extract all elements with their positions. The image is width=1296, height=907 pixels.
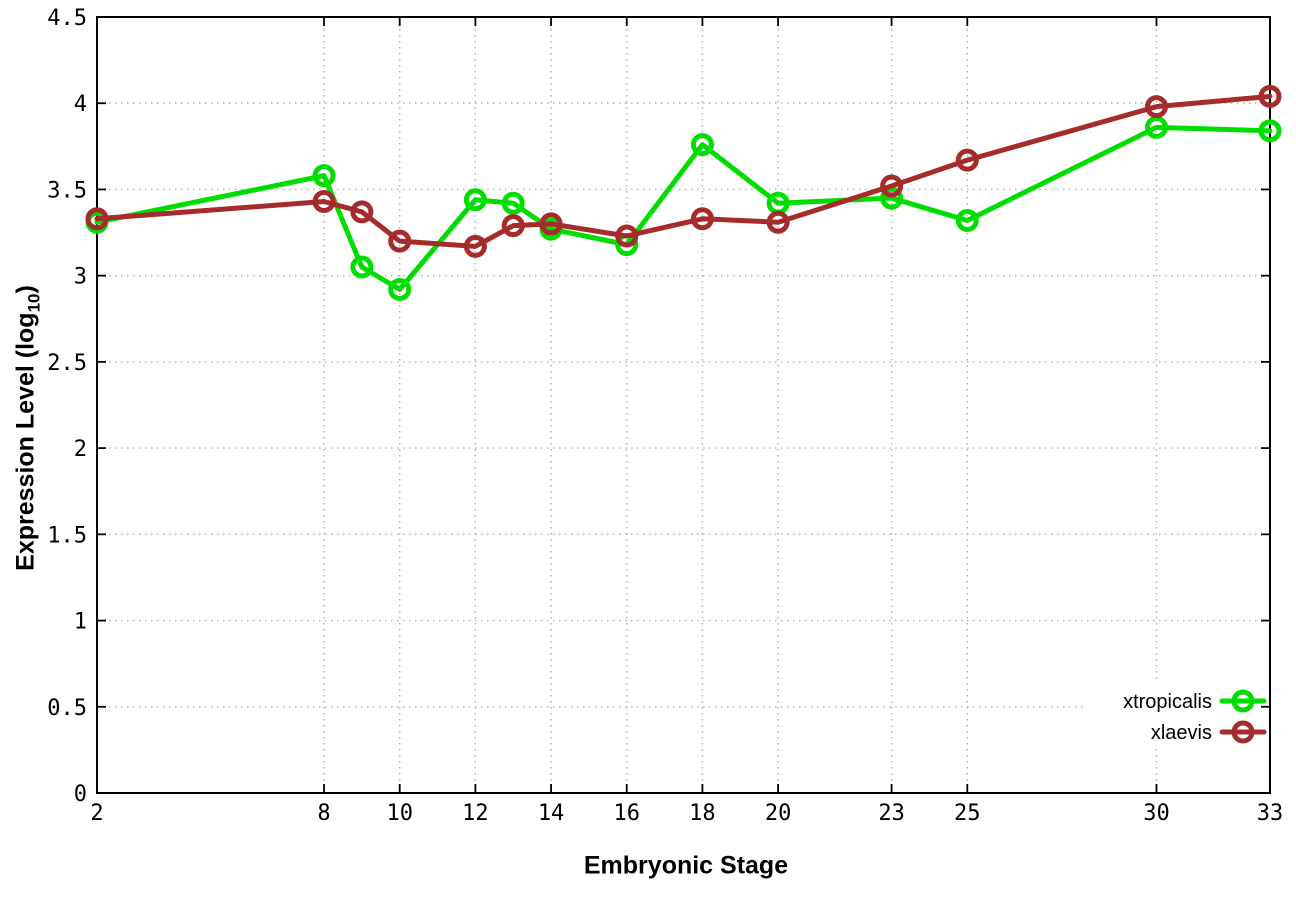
y-tick-label: 2 — [74, 437, 87, 462]
y-tick-label: 4 — [74, 92, 87, 117]
data-point-xlaevis — [350, 200, 374, 224]
data-point-xlaevis — [501, 214, 525, 238]
data-point-xlaevis — [615, 224, 639, 248]
y-tick-label: 1 — [74, 610, 87, 635]
data-point-xlaevis — [539, 212, 563, 236]
legend-sample-marker-xlaevis — [1231, 720, 1255, 744]
x-tick-label: 16 — [613, 801, 640, 826]
x-tick-label: 33 — [1257, 801, 1284, 826]
y-tick-label: 2.5 — [47, 351, 87, 376]
data-point-xtropicalis — [1144, 115, 1168, 139]
y-axis-title: Expression Level (log10) — [12, 285, 45, 571]
x-tick-label: 30 — [1143, 801, 1170, 826]
data-point-xtropicalis — [501, 191, 525, 215]
x-tick-label: 25 — [954, 801, 981, 826]
x-tick-label: 14 — [538, 801, 565, 826]
data-point-xtropicalis — [690, 133, 714, 157]
x-tick-label: 8 — [317, 801, 330, 826]
y-axis-title-suffix: ) — [11, 285, 40, 294]
legend-sample-marker-xtropicalis — [1231, 689, 1255, 713]
y-tick-label: 1.5 — [47, 523, 87, 548]
x-tick-label: 18 — [689, 801, 716, 826]
x-tick-label: 12 — [462, 801, 489, 826]
data-point-xlaevis — [766, 210, 790, 234]
data-point-xtropicalis — [955, 208, 979, 232]
x-tick-label: 23 — [878, 801, 905, 826]
data-point-xlaevis — [388, 229, 412, 253]
data-point-xtropicalis — [463, 188, 487, 212]
y-tick-label: 0.5 — [47, 696, 87, 721]
data-point-xlaevis — [463, 234, 487, 258]
x-tick-label: 20 — [765, 801, 792, 826]
data-point-xlaevis — [955, 148, 979, 172]
y-axis-title-subscript: 10 — [24, 293, 44, 313]
plot-border — [96, 16, 1271, 794]
y-tick-label: 4.5 — [47, 6, 87, 31]
y-tick-label: 0 — [74, 782, 87, 807]
legend-label-xtropicalis: xtropicalis — [1123, 691, 1212, 713]
y-axis-title-text: Expression Level (log — [11, 312, 40, 571]
data-point-xtropicalis — [350, 255, 374, 279]
y-tick-label: 3 — [74, 265, 87, 290]
x-axis-title: Embryonic Stage — [583, 851, 789, 880]
legend-label-xlaevis: xlaevis — [1151, 722, 1212, 744]
series-line-xtropicalis — [94, 124, 1273, 292]
data-point-xlaevis — [85, 207, 109, 231]
data-point-xtropicalis — [880, 186, 904, 210]
y-tick-label: 3.5 — [47, 178, 87, 203]
x-tick-label: 2 — [90, 801, 103, 826]
x-tick-label: 10 — [386, 801, 413, 826]
data-point-xlaevis — [690, 207, 714, 231]
data-point-xtropicalis — [312, 164, 336, 188]
data-point-xlaevis — [1258, 84, 1282, 108]
data-point-xlaevis — [880, 174, 904, 198]
data-point-xlaevis — [312, 190, 336, 214]
data-point-xlaevis — [1144, 95, 1168, 119]
data-point-xtropicalis — [388, 277, 412, 301]
data-point-xtropicalis — [1258, 119, 1282, 143]
